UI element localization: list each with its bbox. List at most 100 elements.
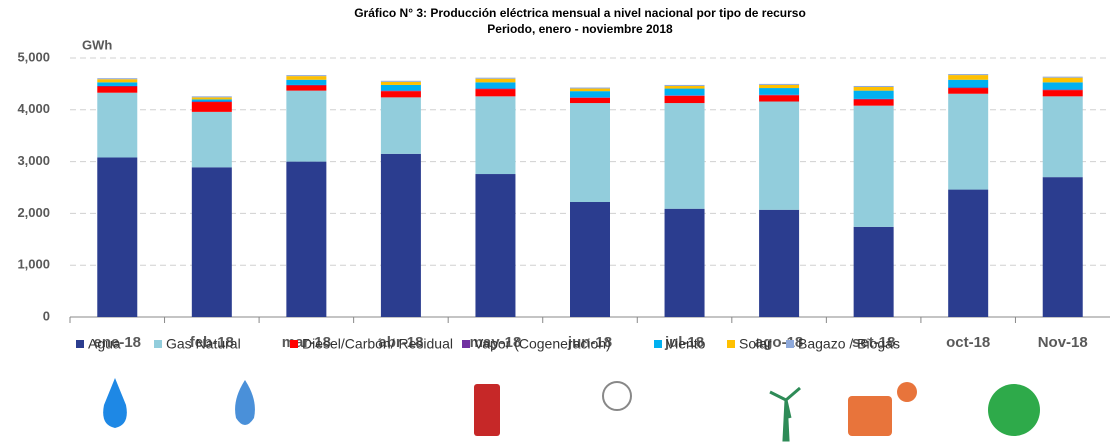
bar-segment	[286, 76, 327, 80]
bar-segment	[380, 91, 421, 98]
bar-segment	[1042, 76, 1083, 78]
bar-segment	[759, 83, 800, 85]
icons	[103, 378, 1040, 442]
bar-segment	[570, 97, 610, 104]
bar-segment	[853, 98, 894, 100]
bar-segment	[191, 111, 232, 168]
bar-segment	[948, 75, 989, 80]
bar-segment	[1042, 82, 1083, 90]
x-tick-label: set-18	[852, 334, 895, 351]
x-tick-label: abr-18	[378, 334, 423, 351]
legend-swatch	[76, 340, 84, 348]
bar-segment	[475, 77, 516, 79]
bar-segment	[380, 90, 421, 92]
bar-segment	[948, 87, 989, 89]
bar-segment	[1042, 89, 1083, 91]
bar-segment	[286, 79, 327, 85]
legend-swatch	[290, 340, 298, 348]
bar-segment	[759, 84, 800, 89]
icon-water	[103, 378, 127, 428]
y-axis-label: GWh	[82, 37, 112, 52]
x-tick-label: jun-18	[567, 334, 612, 351]
x-tick-label: feb-18	[190, 334, 234, 351]
bar-segment	[97, 82, 138, 86]
legend-swatch	[727, 340, 735, 348]
legend-label: Solar	[739, 336, 772, 352]
bar-segment	[853, 85, 894, 88]
bar-segment	[97, 92, 138, 158]
bar-segment	[286, 75, 327, 77]
bar-segment	[1042, 90, 1083, 97]
bar-segment	[475, 82, 516, 89]
chart-title: Gráfico N° 3: Producción eléctrica mensu…	[354, 6, 806, 20]
bar-segment	[759, 94, 800, 96]
bar-segment	[475, 78, 516, 83]
bar-segment	[1042, 77, 1083, 83]
y-tick-label: 3,000	[17, 153, 50, 168]
bar-segment	[664, 95, 705, 96]
x-tick-label: Nov-18	[1038, 334, 1088, 351]
bar-segment	[97, 86, 138, 93]
bar-segment	[759, 95, 800, 102]
bar-segment	[286, 161, 327, 317]
bar-segment	[664, 103, 705, 209]
legend-label: Bagazo / Biogás	[798, 336, 900, 352]
y-tick-label: 4,000	[17, 101, 50, 116]
legend-label: Vapor (Cogeneracion)	[474, 336, 611, 352]
legend-label: Gas Natural	[166, 336, 241, 352]
y-tick-label: 1,000	[17, 257, 50, 272]
bar-segment	[948, 93, 989, 190]
bar-segment	[475, 174, 516, 317]
bar-segment	[853, 105, 894, 227]
bar-segment	[759, 88, 800, 95]
bar-segment	[97, 157, 138, 317]
bar-segment	[570, 91, 610, 98]
legend-label: Diesel/Carbón/ Residual	[302, 336, 453, 352]
bar-segment	[191, 102, 232, 112]
legend-label: Agua	[88, 336, 121, 352]
bar-segment	[853, 99, 894, 106]
bar-segment	[1042, 177, 1083, 317]
bar-segment	[853, 226, 894, 317]
bar-segment	[570, 103, 610, 203]
chart-subtitle: Periodo, enero - noviembre 2018	[487, 22, 673, 36]
bar-segment	[664, 88, 705, 96]
icon-gas	[235, 380, 255, 425]
bar-segment	[380, 80, 421, 82]
x-tick-label: jul-18	[664, 334, 704, 351]
icon-biogas	[988, 384, 1040, 436]
bar-segment	[380, 153, 421, 317]
bar-segment	[191, 97, 232, 100]
icon-solar-bolt	[897, 382, 917, 402]
bar-segment	[475, 88, 516, 90]
legend-label: Viento	[666, 336, 706, 352]
bar-segment	[380, 97, 421, 154]
y-tick-label: 2,000	[17, 205, 50, 220]
icon-wind	[769, 386, 801, 442]
bar-segment	[853, 90, 894, 99]
bar-segment	[664, 208, 705, 317]
bar-segment	[97, 85, 138, 87]
legend-swatch	[154, 340, 162, 348]
bar-segment	[97, 79, 138, 83]
bar-segment	[570, 87, 610, 89]
bar-segment	[948, 74, 989, 76]
legend-swatch	[462, 340, 470, 348]
bar-segment	[664, 84, 705, 86]
bar-segment	[191, 96, 232, 98]
bar-segment	[97, 78, 138, 80]
bar-segment	[475, 96, 516, 175]
bar-segment	[570, 88, 610, 92]
icon-solar	[848, 396, 892, 436]
legend-swatch	[786, 340, 794, 348]
bar-segment	[759, 209, 800, 317]
bar-segment	[475, 89, 516, 97]
bar-segment	[191, 99, 232, 102]
legend-swatch	[654, 340, 662, 348]
bar-segment	[1042, 96, 1083, 178]
x-tick-label: ene-18	[94, 334, 142, 351]
bar-segment	[759, 101, 800, 210]
bar-segment	[191, 101, 232, 103]
bar-segment	[191, 167, 232, 317]
